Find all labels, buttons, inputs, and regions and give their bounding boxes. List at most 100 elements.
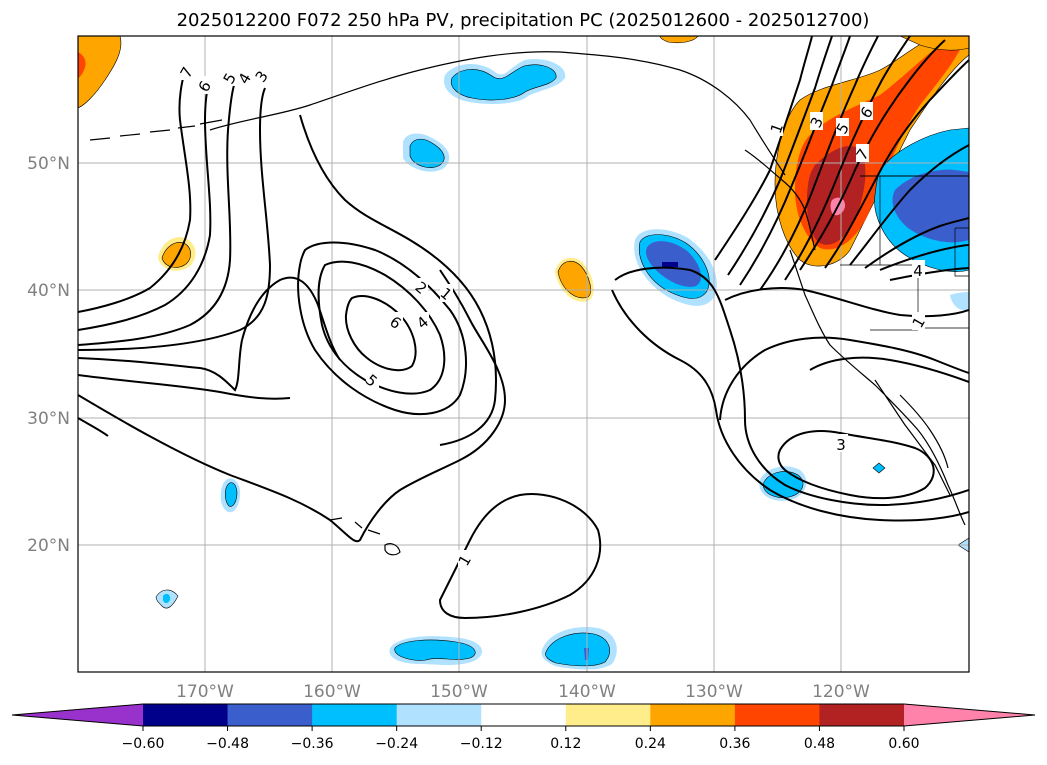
- pv-contour-4: [317, 260, 446, 395]
- lon-label: 140°W: [558, 682, 616, 702]
- contour-labels: 7 6 5 4 3 2 1 6 4 5 1 3 1 3: [177, 62, 929, 569]
- precip-negative-w1-core: [224, 482, 238, 507]
- colorbar-tick-label: 0.48: [804, 736, 835, 752]
- bc-coast: [744, 149, 816, 251]
- colorbar-segment: [650, 704, 736, 726]
- pv-contour-1-west: [78, 269, 507, 543]
- colorbar-segment: [565, 704, 651, 726]
- precip-negative-n-central-core: [409, 138, 445, 168]
- contour-label-bg: [912, 260, 925, 278]
- contour-label-bg: [180, 62, 193, 80]
- pv-contour-left-group-c: [78, 81, 236, 346]
- lat-label: 40°N: [27, 281, 70, 301]
- hawaii: [329, 517, 401, 556]
- colorbar-segment: [734, 704, 820, 726]
- lon-label: 160°W: [303, 682, 361, 702]
- colorbar-segment: [819, 704, 905, 726]
- colorbar-tick-label: −0.12: [460, 736, 503, 752]
- pv-contour-east-c: [719, 336, 969, 421]
- pv-contour-ridge-1: [714, 36, 813, 261]
- contour-label-bg: [810, 112, 823, 130]
- colorbar-tick-label: 0.60: [888, 736, 919, 752]
- lat-label: 30°N: [27, 409, 70, 429]
- lon-label: 170°W: [176, 682, 234, 702]
- pv-contour-ridge-2: [727, 36, 833, 276]
- contour-label-bg: [223, 68, 236, 86]
- contour-label-bg: [415, 278, 428, 296]
- precip-positive-topleft: [78, 36, 122, 109]
- pv-contour-east-e: [809, 356, 969, 383]
- pv-contour-ridge-5: [784, 36, 911, 281]
- pv-contour-east-a: [614, 266, 969, 507]
- contour-label: 4: [913, 262, 923, 280]
- precip-positive-topleft-red: [78, 52, 86, 78]
- west-us-coast: [789, 249, 966, 526]
- alaska-coast: [209, 51, 786, 176]
- pv-contour-left-group-a: [78, 71, 192, 313]
- precip-negative-nwus-lower: [950, 292, 969, 311]
- contour-label-bg: [770, 118, 783, 136]
- pv-contour-ridge-7: [824, 59, 969, 269]
- pv-contour-ridge-10: [879, 244, 969, 271]
- colorbar-segment: [312, 704, 398, 726]
- colorbar: −0.60 −0.48 −0.36 −0.24 −0.12 0.12 0.24 0.36 0.4…: [11, 703, 1036, 752]
- contour-label-bg: [255, 66, 268, 84]
- precip-positive-central-core: [557, 260, 591, 299]
- precip-negative-gulf-core: [450, 64, 557, 101]
- pv-contour-top-connector: [299, 114, 498, 446]
- colorbar-segment: [481, 704, 567, 726]
- pv-contour-3: [777, 430, 935, 500]
- colorbar-segment: [143, 704, 229, 726]
- contour-label-bg: [458, 550, 471, 568]
- aleutians: [89, 119, 223, 141]
- pv-contour-inner-d: [241, 276, 341, 361]
- pv-contour-ridge-9: [864, 217, 969, 269]
- contour-label-bg: [440, 284, 453, 302]
- colorbar-segment: [227, 704, 313, 726]
- gulf-california: [899, 394, 949, 469]
- colorbar-tick-label: −0.60: [122, 736, 165, 752]
- coastlines: [89, 51, 969, 556]
- colorbar-segment: [396, 704, 482, 726]
- pv-contour-1-south: [438, 493, 602, 620]
- lat-label: 20°N: [27, 536, 70, 556]
- lon-label: 120°W: [812, 682, 870, 702]
- precip-negative-mid-navy: [662, 262, 678, 267]
- latitude-labels: 50°N 40°N 30°N 20°N: [27, 154, 70, 556]
- precip-negative-b1-core: [394, 639, 476, 661]
- precip-negative-tiny-diamond: [872, 462, 886, 474]
- colorbar-tick-label: 0.36: [719, 736, 750, 752]
- pv-contour-ridge-3: [739, 36, 851, 286]
- contour-label-bg: [836, 118, 849, 136]
- colorbar-tick-label: −0.24: [375, 736, 418, 752]
- contour-label-bg: [366, 370, 379, 388]
- precip-negative-w2-core: [163, 593, 171, 603]
- colorbar-extend-min: [12, 704, 143, 726]
- contour-label-bg: [835, 434, 848, 452]
- pv-contour-2: [297, 241, 467, 416]
- lat-label: 50°N: [27, 154, 70, 174]
- pv-contour-ridge-4: [759, 36, 879, 291]
- pv-contour-3-west: [78, 339, 243, 392]
- contour-label: 3: [836, 436, 846, 454]
- precip-negative-b2-core: [545, 632, 610, 667]
- precip-positive-west-core: [161, 242, 191, 268]
- contour-label-bg: [198, 76, 211, 94]
- colorbar-tick-label: −0.36: [291, 736, 334, 752]
- pv-contour-ridge-8: [849, 144, 969, 266]
- pv-contour-6: [344, 295, 417, 372]
- pv-contour-left-group-d: [78, 87, 272, 351]
- precip-positive-darkred: [806, 145, 866, 245]
- contour-label-bg: [856, 144, 869, 162]
- contour-label-bg: [912, 312, 925, 330]
- pv-contours: [78, 36, 969, 620]
- pv-contour-2-west: [78, 374, 291, 400]
- pv-contour-sw-edge: [78, 417, 109, 437]
- pv-contour-left-group-b: [78, 77, 212, 331]
- graticule: [78, 36, 969, 672]
- longitude-labels: 170°W 160°W 150°W 140°W 130°W 120°W: [176, 682, 870, 702]
- lon-label: 150°W: [430, 682, 488, 702]
- pv-contour-ridge-6: [799, 39, 946, 271]
- colorbar-tick-label: −0.48: [206, 736, 249, 752]
